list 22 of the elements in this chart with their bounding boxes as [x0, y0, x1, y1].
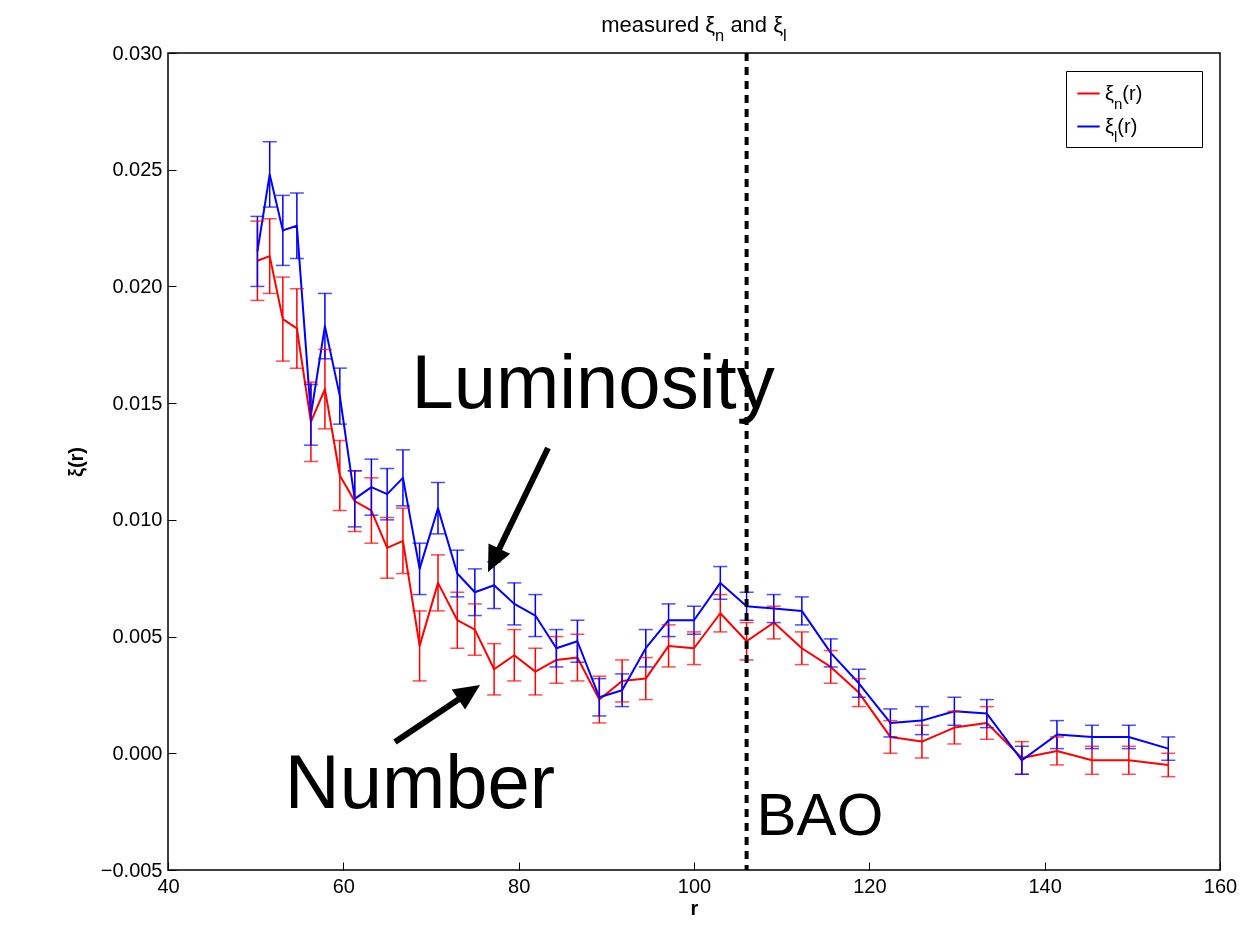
x-tick-label: 160	[1203, 874, 1238, 897]
annotation: Number	[284, 739, 556, 824]
y-tick-label: 0.010	[112, 508, 163, 531]
x-tick-label: 100	[677, 874, 712, 897]
y-axis-title: ξ(r)	[64, 446, 87, 478]
x-tick-label: 140	[1028, 874, 1062, 897]
x-tick-label: 120	[853, 874, 887, 897]
annotation: Luminosity	[411, 339, 775, 424]
y-tick-label: 0.015	[112, 391, 163, 414]
x-tick-label: 60	[332, 874, 355, 897]
ref-line-label: BAO	[756, 781, 884, 848]
chart-title: measured ξ$_{n}$ and ξ$_{l}$	[601, 12, 787, 44]
y-tick-label: 0.025	[112, 158, 163, 181]
legend-label: ξ$_{n}$(r)	[1105, 81, 1143, 111]
y-tick-label: 0.005	[112, 625, 163, 648]
x-axis-title: r	[690, 896, 699, 919]
y-tick-label: 0.020	[112, 274, 163, 297]
y-tick-label: −0.005	[100, 858, 163, 881]
y-tick-label: 0.000	[112, 741, 163, 764]
x-tick-label: 80	[508, 874, 531, 897]
y-tick-label: 0.030	[112, 41, 163, 64]
legend-label: ξ$_{l}$(r)	[1105, 114, 1138, 144]
